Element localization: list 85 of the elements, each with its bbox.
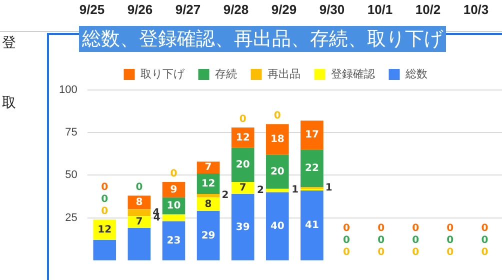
text: 9/27 xyxy=(174,2,202,17)
data-label: 0 xyxy=(412,222,420,234)
data-label: 40 xyxy=(270,220,284,232)
legend-label: 存続 xyxy=(214,67,237,80)
data-label: 0 xyxy=(446,234,454,246)
bar xyxy=(196,162,220,174)
text: 10/1 xyxy=(366,2,394,17)
data-label: 22 xyxy=(304,162,319,174)
text: 9/28 xyxy=(222,2,250,17)
data-label: 17 xyxy=(304,130,319,141)
text: 10/2 xyxy=(414,2,442,17)
bar xyxy=(231,182,254,194)
data-label: 0 xyxy=(170,168,178,180)
y-tick-label: 50 xyxy=(65,169,78,182)
legend-label: 登録確認 xyxy=(330,67,375,80)
text: 9/25 xyxy=(78,2,106,17)
bar xyxy=(300,120,324,150)
legend-label: 取り下げ xyxy=(140,67,186,80)
y-tick-label: 75 xyxy=(65,126,78,139)
data-label: 0 xyxy=(481,234,488,246)
bar xyxy=(300,190,324,260)
legend-label: 総数 xyxy=(404,67,428,80)
data-label: 0 xyxy=(239,114,246,126)
data-label: 0 xyxy=(481,222,488,234)
data-label: 0 xyxy=(481,246,488,258)
text: 9/26 xyxy=(126,2,154,17)
bar xyxy=(162,214,186,222)
bar xyxy=(128,209,151,216)
data-label: 0 xyxy=(343,234,350,246)
data-label: 18 xyxy=(270,134,284,146)
data-label: 8 xyxy=(204,198,212,210)
data-label: 0 xyxy=(343,246,350,258)
data-label: 0 xyxy=(412,246,420,258)
data-label: 1 xyxy=(325,182,332,194)
data-label: 0 xyxy=(136,182,143,194)
bar xyxy=(196,210,220,260)
bar xyxy=(231,148,254,182)
data-label: 23 xyxy=(166,235,181,246)
legend-label: 再出品 xyxy=(267,67,300,80)
data-label: 2 xyxy=(257,185,264,196)
data-label: 12 xyxy=(236,132,250,144)
bar xyxy=(266,192,289,260)
data-label: 41 xyxy=(304,220,319,232)
bar xyxy=(162,221,186,260)
data-label: 0 xyxy=(446,246,454,258)
data-label: 10 xyxy=(166,200,181,212)
data-label: 8 xyxy=(136,197,143,208)
bar xyxy=(128,228,151,260)
text: 登 xyxy=(2,34,16,52)
y-tick-label: 100 xyxy=(58,84,78,96)
data-label: 7 xyxy=(204,162,212,174)
data-label: 0 xyxy=(101,182,108,194)
data-label: 2 xyxy=(222,190,229,202)
data-label: 0 xyxy=(446,222,454,234)
data-label: 39 xyxy=(236,222,250,233)
data-label: 0 xyxy=(378,222,385,234)
text: 9/30 xyxy=(318,2,346,17)
data-label: 0 xyxy=(343,222,350,234)
bar xyxy=(266,154,289,189)
bar xyxy=(93,240,116,260)
data-label: 7 xyxy=(136,216,143,228)
data-label: 0 xyxy=(378,234,385,246)
bar xyxy=(231,194,254,260)
bar xyxy=(266,124,289,155)
bar xyxy=(196,194,220,198)
data-label: 7 xyxy=(239,182,246,194)
text: 10/3 xyxy=(462,2,490,17)
data-label: 20 xyxy=(270,166,284,178)
data-label: 29 xyxy=(201,230,216,242)
y-tick-label: 25 xyxy=(65,212,78,224)
data-label: 0 xyxy=(101,194,108,206)
bar xyxy=(300,150,324,188)
text: 取 xyxy=(2,94,16,112)
data-label: 0 xyxy=(101,206,108,218)
data-label: 12 xyxy=(98,224,112,236)
data-label: 12 xyxy=(201,178,216,190)
data-label: 0 xyxy=(412,234,420,246)
data-label: 1 xyxy=(292,184,299,196)
data-label: 0 xyxy=(274,110,281,122)
data-label: 20 xyxy=(236,160,250,171)
text: 9/29 xyxy=(270,2,298,17)
bar xyxy=(128,216,151,228)
data-label: 0 xyxy=(378,246,385,258)
chart-title: 総数、登録確認、再出品、存続、取り下げ xyxy=(79,26,446,52)
data-label: 9 xyxy=(170,184,178,196)
